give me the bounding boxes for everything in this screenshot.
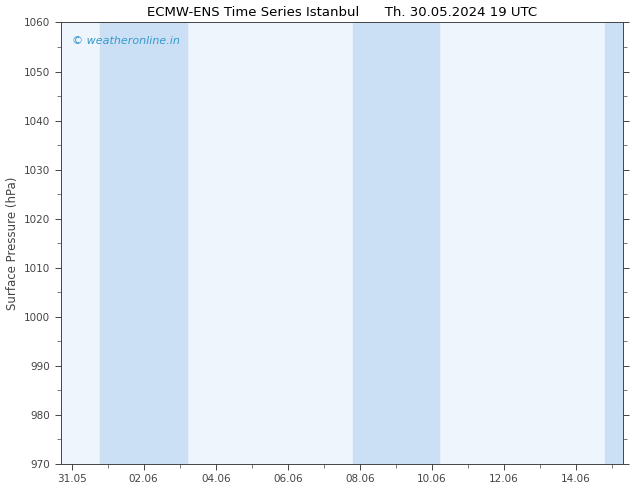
Bar: [144, 23, 187, 464]
Bar: [396, 23, 439, 464]
Bar: [605, 23, 623, 464]
Text: © weatheronline.in: © weatheronline.in: [72, 36, 180, 46]
Y-axis label: Surface Pressure (hPa): Surface Pressure (hPa): [6, 176, 18, 310]
Bar: [353, 23, 396, 464]
Bar: [100, 23, 144, 464]
Title: ECMW-ENS Time Series Istanbul      Th. 30.05.2024 19 UTC: ECMW-ENS Time Series Istanbul Th. 30.05.…: [146, 5, 537, 19]
